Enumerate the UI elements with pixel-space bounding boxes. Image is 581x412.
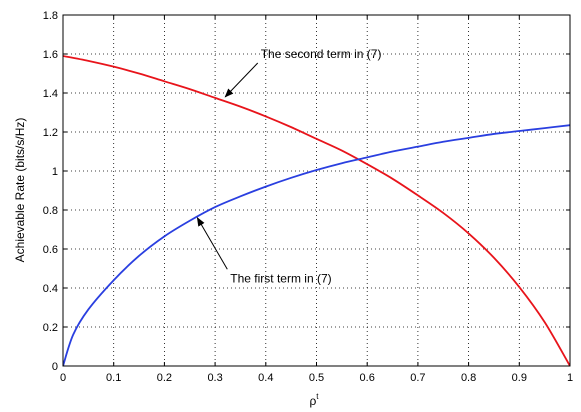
first-term-annotation-arrow xyxy=(196,217,228,270)
axis-ticks xyxy=(62,14,571,367)
second-term-annotation-label: The second term in (7) xyxy=(261,47,382,61)
x-tick-label: 0.6 xyxy=(360,372,375,384)
y-tick-label: 1.2 xyxy=(43,127,58,139)
x-axis-label-base: ρ xyxy=(309,394,316,408)
x-tick-label: 0.4 xyxy=(258,372,273,384)
first-term-curve xyxy=(63,124,570,366)
y-tick-label: 1.6 xyxy=(43,49,58,61)
x-tick-label: 1 xyxy=(567,372,573,384)
y-axis-label: Achievable Rate (bits/s/Hz) xyxy=(13,118,27,263)
y-tick-label: 0.4 xyxy=(43,283,58,295)
tick-labels: 0 0.1 0.2 0.3 0.4 0.5 0.6 0.7 0.8 0.9 1 0 0.2 0.4 0.6 0… xyxy=(43,10,573,384)
y-tick-label: 0.6 xyxy=(43,244,58,256)
y-tick-label: 0.2 xyxy=(43,322,58,334)
y-tick-label: 0 xyxy=(52,361,58,373)
x-tick-label: 0.2 xyxy=(157,372,172,384)
x-tick-label: 0.7 xyxy=(410,372,425,384)
series-group xyxy=(63,55,570,366)
x-axis-label: ρt xyxy=(309,392,319,408)
y-tick-label: 1 xyxy=(52,166,58,178)
x-tick-label: 0.1 xyxy=(106,372,121,384)
y-tick-label: 1.4 xyxy=(43,88,58,100)
second-term-annotation-arrow xyxy=(224,62,259,98)
grid-lines xyxy=(63,15,570,366)
y-tick-label: 0.8 xyxy=(43,205,58,217)
x-tick-label: 0.9 xyxy=(512,372,527,384)
x-tick-label: 0.5 xyxy=(309,372,324,384)
y-tick-label: 1.8 xyxy=(43,10,58,22)
annotations: The second term in (7) The first term in … xyxy=(196,47,382,285)
x-tick-label: 0.8 xyxy=(461,372,476,384)
x-axis-label-superscript: t xyxy=(316,392,319,401)
x-tick-label: 0 xyxy=(60,372,66,384)
second-term-curve xyxy=(63,55,570,366)
first-term-annotation-label: The first term in (7) xyxy=(230,271,331,285)
x-tick-label: 0.3 xyxy=(207,372,222,384)
